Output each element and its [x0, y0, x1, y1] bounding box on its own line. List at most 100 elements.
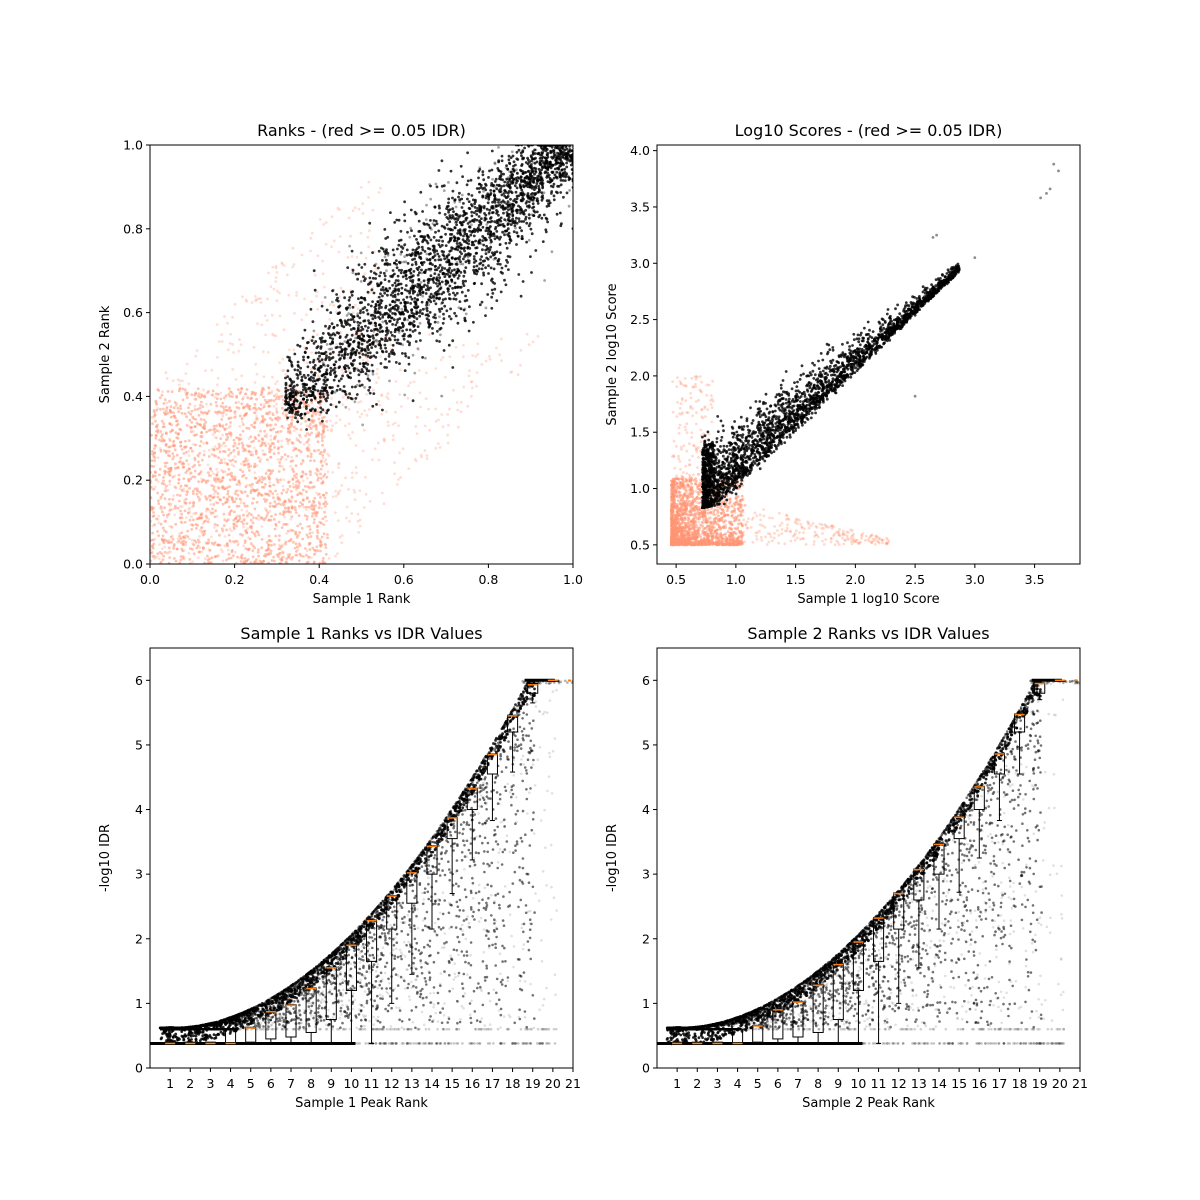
scatter-point: [316, 333, 319, 336]
scatter-point: [202, 520, 206, 524]
scatter-point: [541, 186, 544, 190]
scatter-point: [369, 304, 373, 308]
scatter-point: [467, 192, 471, 196]
scatter-point: [521, 280, 525, 283]
scatter-point: [357, 207, 361, 211]
scatter-point: [400, 250, 403, 254]
scatter-point: [244, 298, 248, 302]
scatter-point: [240, 417, 244, 420]
scatter-point: [437, 292, 441, 296]
scatter-point: [179, 459, 182, 463]
scatter-point: [340, 541, 344, 545]
scatter-point: [312, 459, 316, 463]
scatter-point: [411, 274, 415, 278]
scatter-point: [431, 332, 435, 335]
scatter-point: [247, 512, 251, 515]
scatter-point: [310, 414, 314, 418]
scatter-point: [319, 389, 323, 393]
scatter-point: [345, 320, 349, 324]
scatter-point: [281, 551, 285, 555]
scatter-point: [339, 286, 343, 290]
scatter-point: [323, 435, 326, 438]
scatter-point: [156, 423, 159, 427]
scatter-point: [300, 318, 304, 322]
scatter-point: [155, 408, 159, 412]
scatter-point: [169, 410, 173, 414]
scatter-point: [346, 396, 350, 399]
scatter-point: [395, 218, 399, 222]
scatter-point: [440, 235, 443, 239]
scatter-point: [368, 351, 372, 355]
scatter-point: [502, 172, 505, 176]
scatter-point: [226, 321, 229, 325]
scatter-point: [295, 427, 298, 431]
scatter-point: [245, 460, 249, 463]
scatter-point: [381, 286, 385, 289]
scatter-point: [204, 557, 207, 561]
scatter-point: [495, 299, 499, 302]
scatter-point: [205, 497, 208, 501]
scatter-point: [221, 559, 225, 563]
scatter-point: [391, 343, 395, 347]
scatter-point: [442, 312, 445, 316]
scatter-point: [227, 557, 231, 560]
scatter-point: [379, 186, 382, 190]
scatter-point: [218, 445, 221, 448]
scatter-point: [281, 465, 284, 469]
scatter-point: [553, 173, 557, 177]
scatter-point: [397, 218, 401, 222]
scatter-point: [163, 497, 167, 500]
scatter-point: [513, 224, 517, 228]
scatter-point: [431, 277, 435, 281]
scatter-point: [184, 471, 188, 474]
scatter-point: [168, 504, 172, 507]
scatter-point: [351, 359, 355, 363]
scatter-point: [206, 508, 210, 511]
scatter-point: [434, 302, 438, 306]
scatter-point: [247, 437, 251, 441]
scatter-point: [338, 489, 342, 493]
scatter-point: [259, 407, 263, 411]
scatter-point: [236, 555, 239, 559]
scatter-point: [368, 379, 371, 382]
scatter-point: [312, 424, 316, 428]
scatter-point: [467, 239, 471, 243]
scatter-point: [428, 325, 431, 328]
scatter-point: [303, 514, 307, 517]
scatter-point: [395, 321, 399, 324]
scatter-point: [217, 430, 221, 433]
scatter-point: [260, 516, 264, 520]
scatter-point: [185, 516, 188, 519]
scatter-point: [377, 307, 381, 310]
scatter-point: [298, 433, 301, 437]
scatter-point: [305, 405, 308, 408]
scatter-point: [215, 529, 218, 533]
scatter-point: [375, 381, 378, 385]
scatter-point: [173, 401, 177, 404]
scatter-point: [416, 291, 420, 295]
scatter-point: [278, 395, 281, 398]
scatter-point: [366, 290, 370, 294]
scatter-point: [209, 402, 213, 406]
scatter-point: [467, 329, 471, 333]
scatter-point: [443, 304, 447, 308]
scatter-point: [535, 197, 539, 201]
scatter-point: [206, 520, 210, 524]
scatter-point: [174, 462, 177, 466]
scatter-point: [254, 391, 257, 395]
scatter-point: [454, 213, 458, 216]
scatter-point: [443, 213, 447, 216]
scatter-point: [526, 192, 530, 195]
scatter-point: [481, 225, 485, 229]
scatter-point: [445, 309, 449, 313]
scatter-point: [523, 176, 527, 180]
scatter-point: [493, 162, 497, 166]
scatter-point: [362, 428, 366, 432]
scatter-point: [528, 222, 532, 225]
scatter-point: [245, 426, 249, 430]
scatter-point: [280, 526, 284, 529]
scatter-point: [446, 413, 450, 416]
scatter-point: [338, 418, 342, 422]
scatter-point: [269, 490, 273, 493]
scatter-point: [266, 392, 270, 396]
